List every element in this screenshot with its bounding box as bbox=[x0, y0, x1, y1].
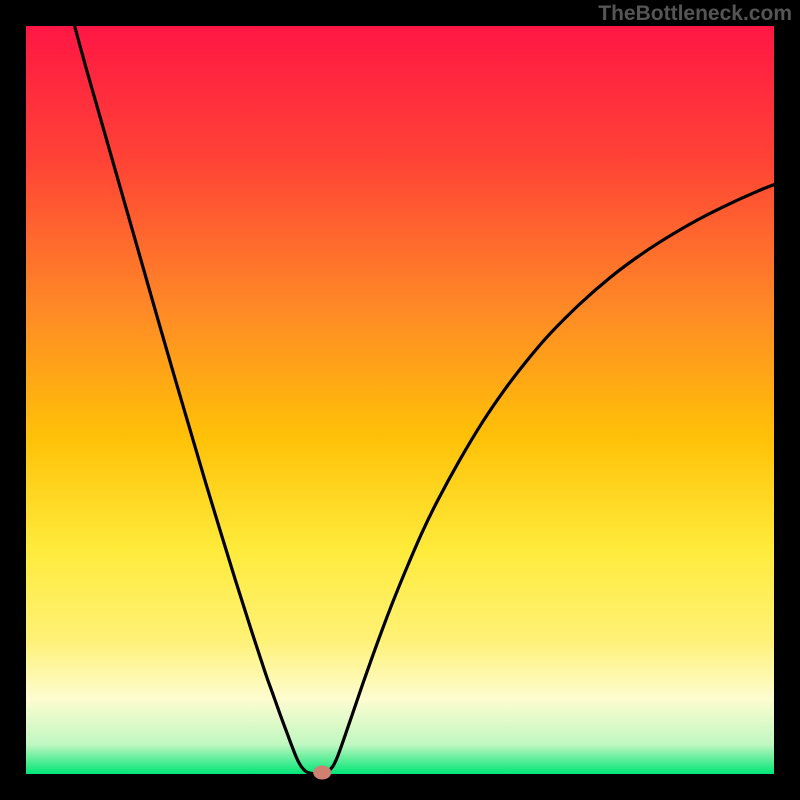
optimal-point-marker bbox=[313, 766, 331, 780]
chart-svg bbox=[0, 0, 800, 800]
bottleneck-chart: TheBottleneck.com bbox=[0, 0, 800, 800]
chart-background bbox=[26, 26, 774, 774]
watermark-text: TheBottleneck.com bbox=[598, 2, 792, 26]
